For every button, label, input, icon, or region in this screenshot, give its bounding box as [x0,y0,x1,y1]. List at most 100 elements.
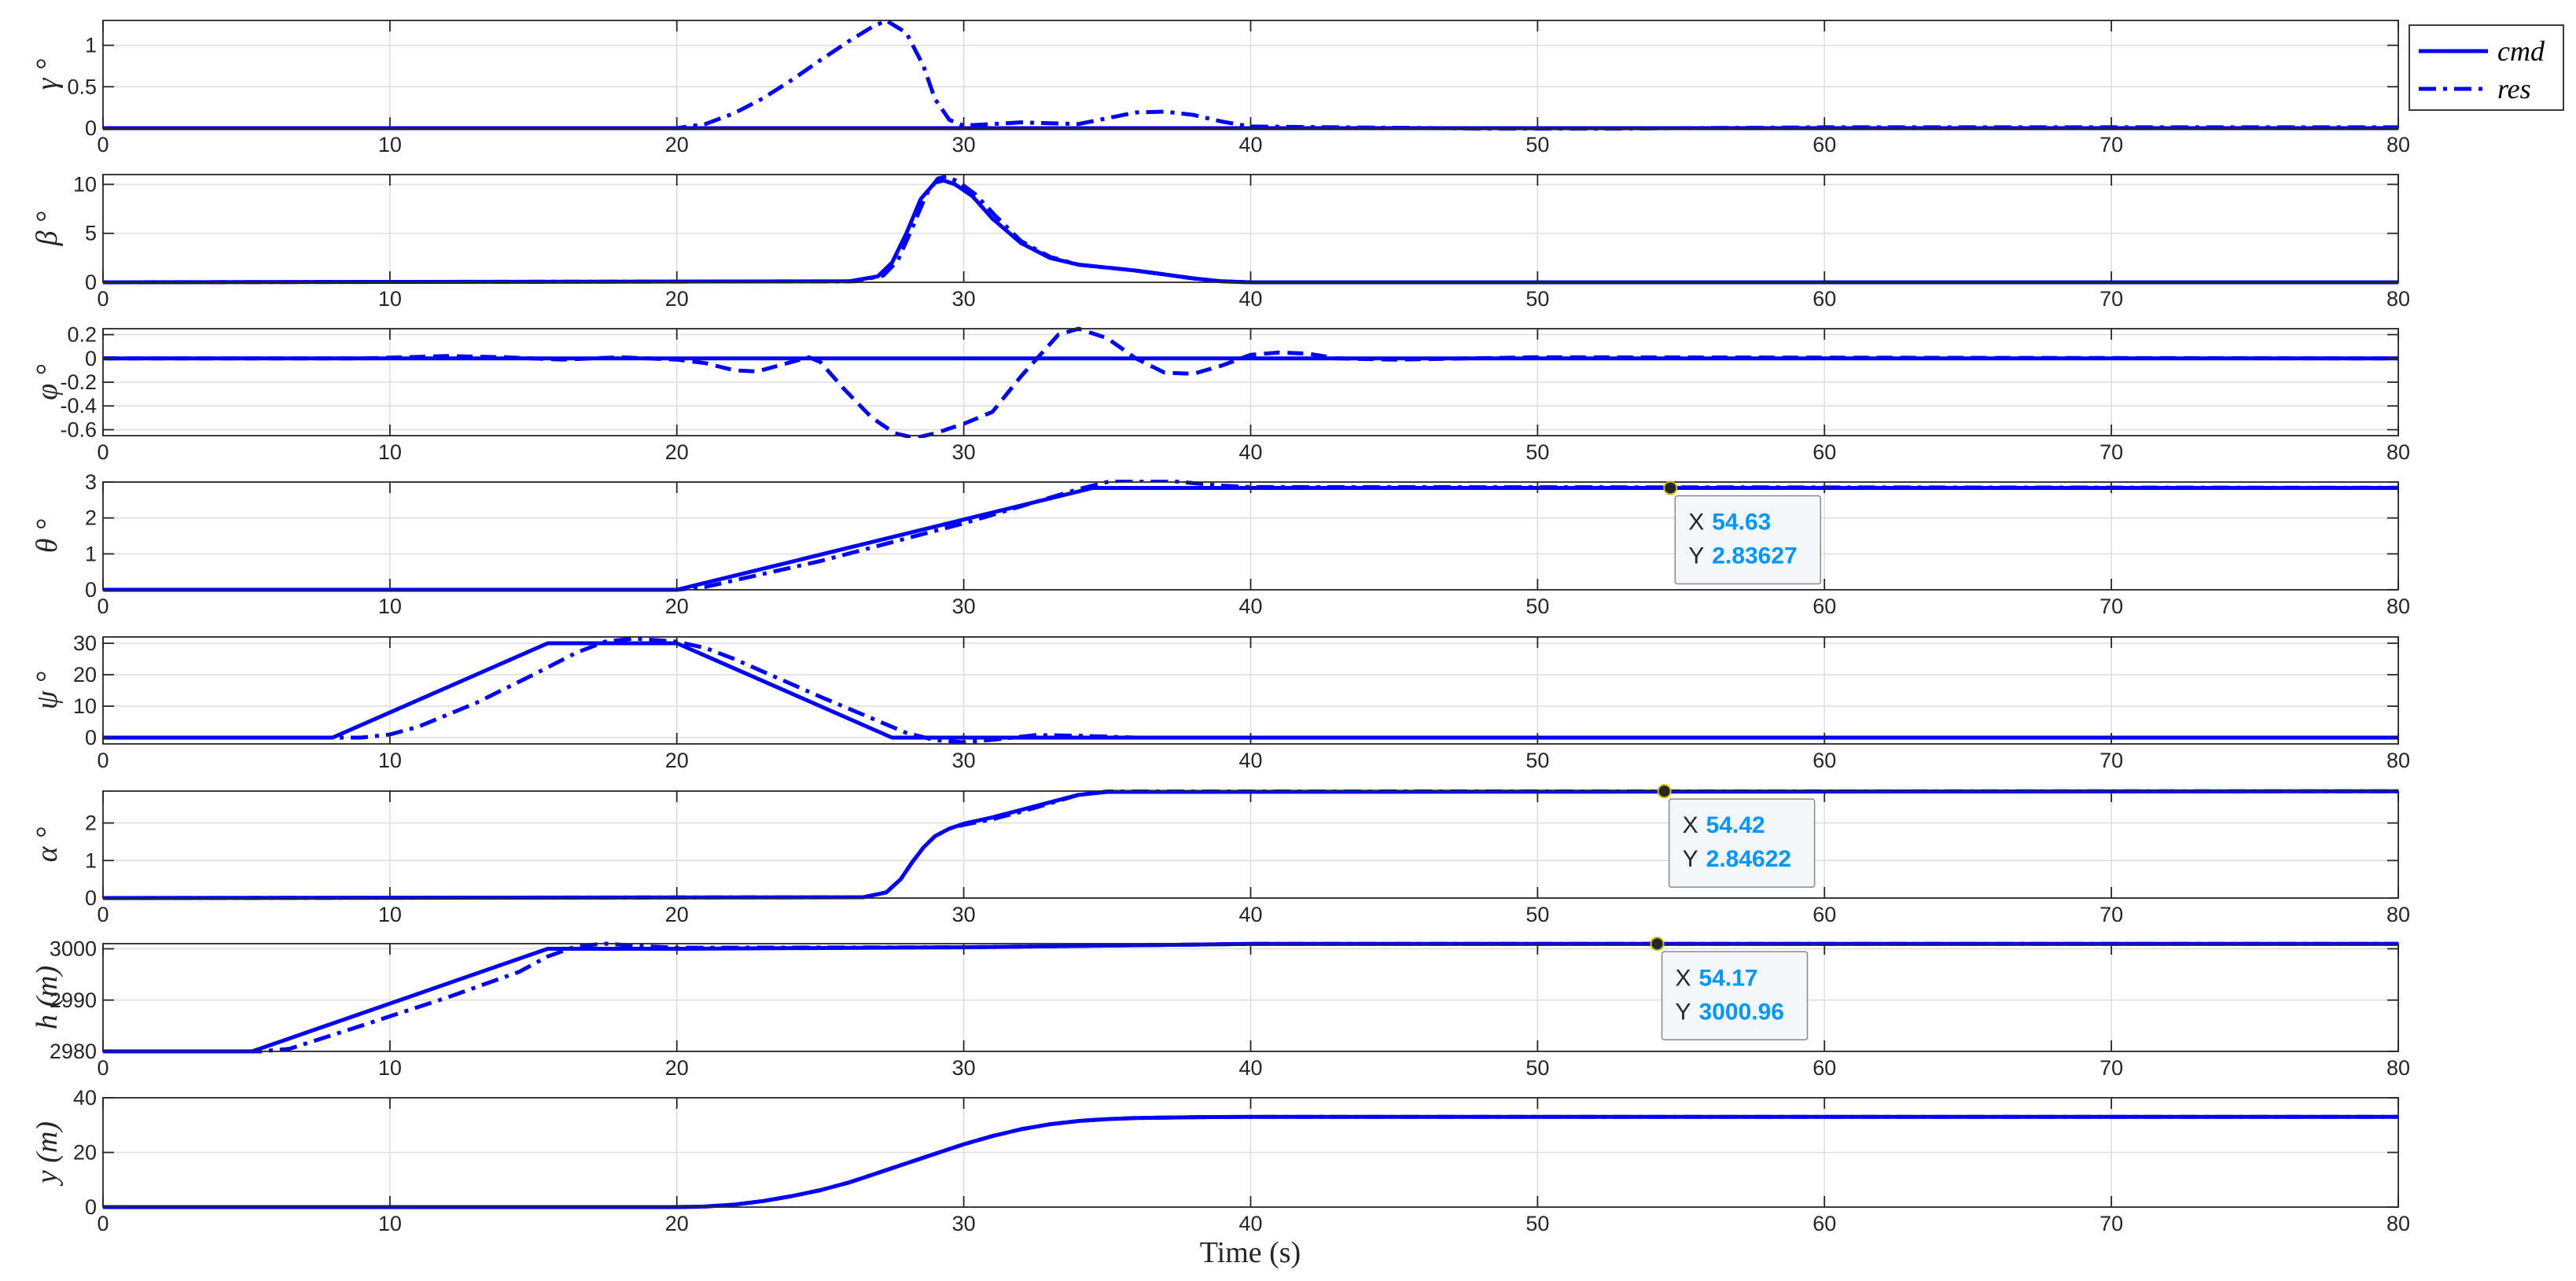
x-tick-label: 20 [665,1212,689,1235]
x-tick-label: 70 [2099,287,2123,311]
x-tick-label: 40 [1238,749,1262,772]
series-line-cmd [103,789,2398,900]
x-tick-label: 40 [1238,440,1262,464]
series-line-cmd [103,641,2398,740]
data-tip-box [1661,951,1809,1041]
data-tip-x-value: 54.17 [1699,965,1758,991]
y-tick-label: 0.5 [67,75,97,98]
x-tick-label: 50 [1525,749,1549,772]
x-tick-label: 0 [97,287,109,311]
x-tick-label: 70 [2099,594,2123,618]
legend-label-res: res [2497,73,2531,105]
y-tick-label: 0 [85,1195,97,1219]
subplot-5: 0 10 20 30 40 50 60 70 80 0 10 20 30 ψ ° [31,631,2410,772]
x-tick-label: 0 [97,903,109,926]
x-tick-label: 40 [1238,133,1262,156]
x-tick-label: 50 [1525,133,1549,156]
subplot-7: 0 10 20 30 40 50 60 70 80 2980 2990 3000 h (m) X 54.17… [31,937,2410,1080]
x-tick-label: 80 [2386,903,2410,926]
data-tip-marker[interactable] [1657,784,1672,799]
y-tick-label: 10 [73,172,97,196]
y-axis-label: ψ ° [31,672,64,709]
y-tick-label: 2980 [50,1040,97,1063]
x-tick-label: 80 [2386,440,2410,464]
y-tick-label: 0 [85,347,97,370]
x-tick-label: 40 [1238,1212,1262,1235]
data-tip-box [1668,798,1816,888]
data-tip-x-value: 54.42 [1706,812,1765,838]
x-tick-label: 10 [378,903,402,926]
x-tick-label: 70 [2099,133,2123,156]
y-axis-label: θ ° [31,519,64,553]
y-axis-label: β ° [31,212,64,247]
x-tick-label: 50 [1525,287,1549,311]
y-tick-label: 2 [85,506,97,530]
y-tick-label: 3000 [50,937,97,961]
y-tick-label: 2990 [50,988,97,1012]
x-tick-label: 10 [378,749,402,772]
series-line-cmd [103,179,2398,285]
x-tick-label: 50 [1525,440,1549,464]
x-tick-label: 20 [665,133,689,156]
x-tick-label: 10 [378,1056,402,1080]
x-tick-label: 0 [97,749,109,772]
x-tick-label: 60 [1812,1056,1836,1080]
x-tick-label: 60 [1812,903,1836,926]
data-tip-x-key: X [1688,509,1704,535]
x-tick-label: 70 [2099,1212,2123,1235]
legend-label-cmd: cmd [2497,35,2545,67]
x-tick-label: 10 [378,287,402,311]
legend: cmd res [2409,24,2564,111]
data-tip[interactable]: X 54.63 Y 2.83627 [1663,480,1822,585]
x-tick-label: 0 [97,1212,109,1235]
subplot-6: 0 10 20 30 40 50 60 70 80 0 1 2 α ° X 54.42 Y 2.84622 [31,784,2410,926]
x-tick-label: 30 [952,133,976,156]
x-axis-label: Time (s) [1200,1236,1301,1269]
x-tick-label: 10 [378,1212,402,1235]
x-tick-label: 40 [1238,903,1262,926]
data-tip[interactable]: X 54.42 Y 2.84622 [1657,784,1816,888]
x-tick-label: 10 [378,133,402,156]
y-tick-label: -0.2 [60,370,97,394]
data-tip-marker[interactable] [1650,937,1665,952]
x-tick-label: 0 [97,440,109,464]
x-tick-label: 10 [378,440,402,464]
x-tick-label: 70 [2099,749,2123,772]
x-tick-label: 50 [1525,903,1549,926]
x-tick-label: 80 [2386,594,2410,618]
y-axis-label: y (m) [31,1121,64,1187]
x-tick-label: 60 [1812,594,1836,618]
data-tip-y-value: 2.84622 [1706,846,1791,872]
data-tip-marker[interactable] [1663,480,1678,495]
data-tip-y-key: Y [1683,846,1698,872]
y-tick-label: 5 [85,222,97,245]
y-tick-label: -0.6 [60,418,97,441]
x-tick-label: 10 [378,594,402,618]
series-line-res [103,18,2398,131]
y-tick-label: 0 [85,116,97,140]
x-tick-label: 0 [97,133,109,156]
subplot-3: 0 10 20 30 40 50 60 70 80-0.6-0.4-0.200.2φ ° [31,323,2410,464]
data-tip-y-value: 2.83627 [1712,543,1797,569]
x-tick-label: 60 [1812,287,1836,311]
x-tick-label: 30 [952,594,976,618]
subplot-1: 0 10 20 30 40 50 60 70 80 0 0.5 1 γ ° [31,18,2410,156]
x-tick-label: 30 [952,749,976,772]
y-tick-label: 0 [85,578,97,602]
x-tick-label: 70 [2099,1056,2123,1080]
series-line-res [103,941,2398,1054]
subplot-4: 0 10 20 30 40 50 60 70 80 0 1 2 3 θ ° X 54.63 Y 2.83627 [31,470,2410,618]
x-tick-label: 50 [1525,1212,1549,1235]
legend-box [2409,24,2564,111]
data-tip-box [1674,495,1822,585]
y-tick-label: 2 [85,812,97,835]
data-tip-y-key: Y [1676,999,1691,1025]
subplot-8: 0 10 20 30 40 50 60 70 80 0 20 40 y (m) [31,1086,2410,1235]
x-tick-label: 0 [97,594,109,618]
x-tick-label: 40 [1238,594,1262,618]
y-axis-label: φ ° [31,364,64,400]
x-tick-label: 80 [2386,1056,2410,1080]
y-tick-label: 10 [73,694,97,718]
data-tip[interactable]: X 54.17 Y 3000.96 [1650,937,1809,1041]
x-tick-label: 40 [1238,287,1262,311]
